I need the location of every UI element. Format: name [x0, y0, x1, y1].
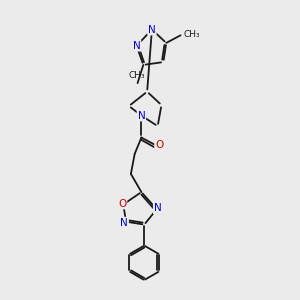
Text: N: N: [137, 111, 145, 121]
Text: CH₃: CH₃: [128, 71, 145, 80]
Text: N: N: [120, 218, 128, 228]
Text: CH₃: CH₃: [184, 30, 200, 39]
Text: O: O: [118, 199, 126, 208]
Text: N: N: [133, 41, 140, 51]
Text: O: O: [155, 140, 163, 150]
Text: N: N: [154, 203, 161, 213]
Text: N: N: [148, 25, 156, 34]
